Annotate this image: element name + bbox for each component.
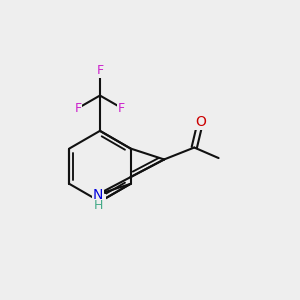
Text: F: F: [75, 101, 82, 115]
Text: N: N: [92, 188, 103, 202]
Text: N: N: [95, 194, 105, 208]
Text: F: F: [96, 64, 103, 77]
Text: F: F: [118, 101, 125, 115]
Text: H: H: [94, 200, 104, 212]
Text: O: O: [195, 115, 206, 129]
